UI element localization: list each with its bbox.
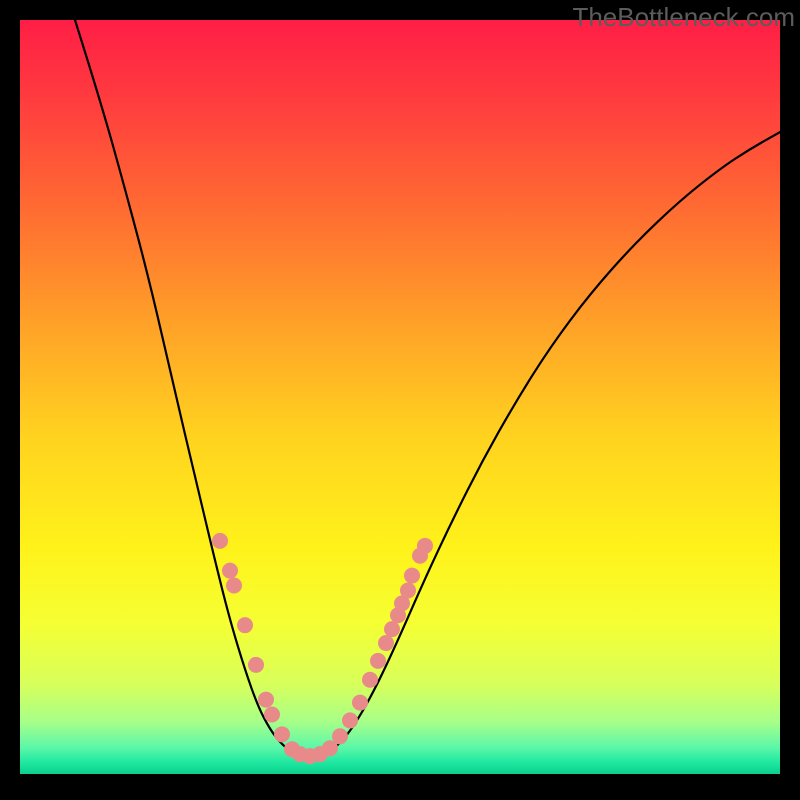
background-gradient	[20, 20, 780, 774]
chart-frame: TheBottleneck.com	[0, 0, 800, 800]
plot-area	[20, 20, 780, 774]
watermark-text: TheBottleneck.com	[572, 2, 795, 33]
